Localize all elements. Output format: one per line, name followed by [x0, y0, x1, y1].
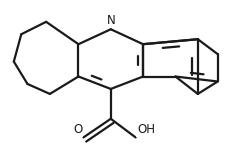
Text: OH: OH	[137, 123, 155, 136]
Text: N: N	[106, 14, 115, 27]
Text: O: O	[73, 123, 82, 136]
